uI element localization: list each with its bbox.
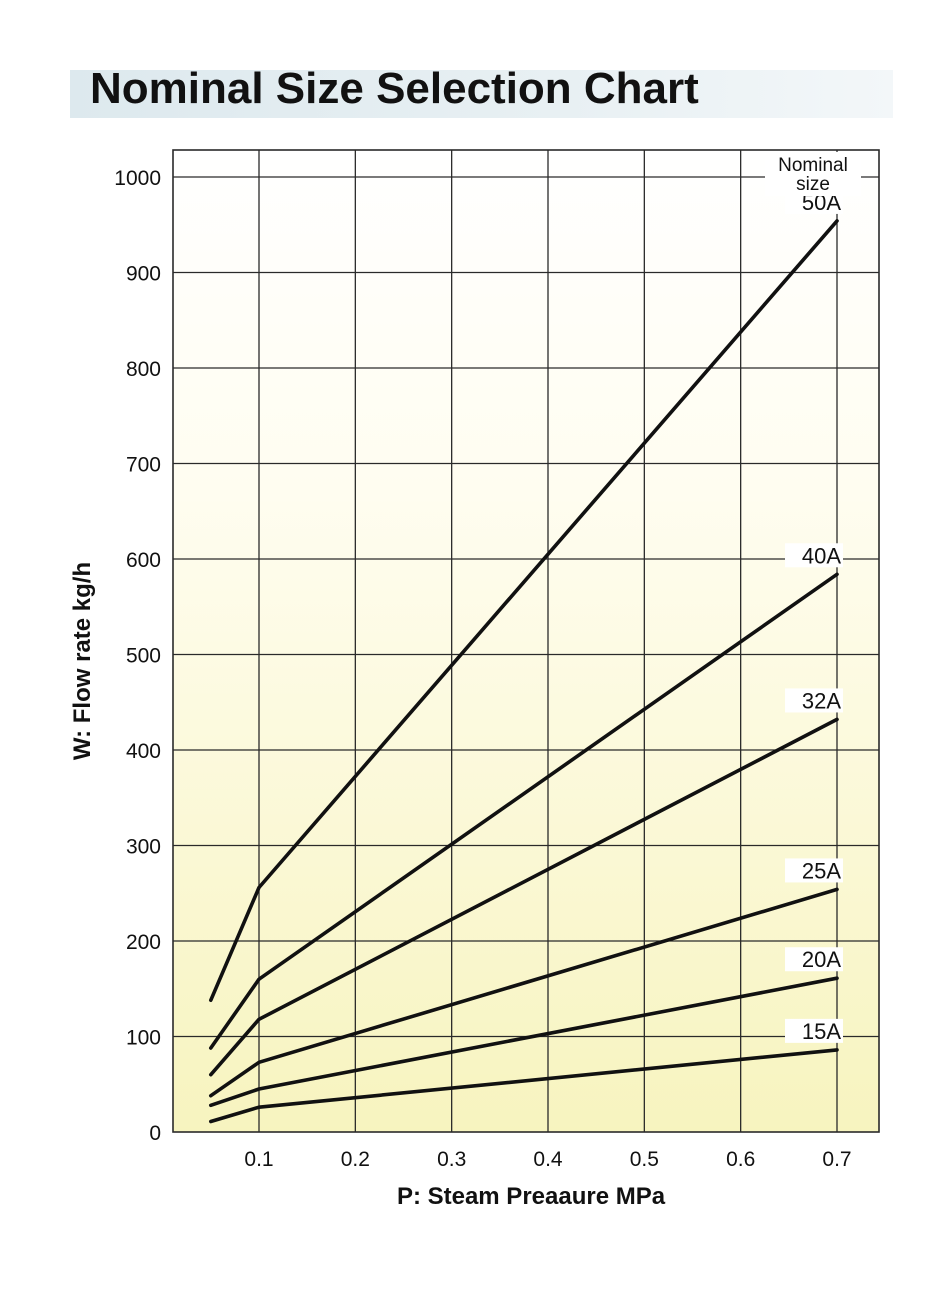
series-line-32A	[209, 717, 839, 1077]
series-lines	[209, 219, 839, 1124]
series-label-backing	[785, 947, 843, 972]
legend-heading-line: size	[796, 174, 830, 195]
legend-heading: Nominal size	[778, 155, 848, 195]
legend-heading-backing	[765, 152, 861, 196]
x-tick-label: 0.6	[726, 1148, 755, 1171]
y-tick-label: 100	[126, 1027, 161, 1050]
series-label-backing	[785, 858, 843, 883]
series-label-backing	[785, 1018, 843, 1043]
series-label-15A: 15A	[802, 1019, 841, 1044]
x-tick-label: 0.5	[630, 1148, 659, 1171]
x-tick-labels: 0.1 0.2 0.3 0.4 0.5 0.6 0.7	[244, 1148, 851, 1171]
series-line-40A	[209, 572, 839, 1050]
vertical-gridlines	[258, 150, 838, 1132]
y-tick-label: 600	[126, 549, 161, 572]
y-tick-label: 0	[149, 1122, 161, 1145]
y-tick-labels: 0 100 200 300 400 500 600 700 800 900 1000	[114, 167, 161, 1145]
y-tick-label: 800	[126, 358, 161, 381]
y-tick-label: 700	[126, 454, 161, 477]
y-tick-label: 400	[126, 740, 161, 763]
x-axis-title: P: Steam Preaaure MPa	[397, 1183, 666, 1210]
y-tick-label: 1000	[114, 167, 161, 190]
series-label-backing	[785, 543, 843, 568]
series-label-backing	[785, 688, 843, 713]
y-axis-title: W: Flow rate kg/h	[69, 562, 96, 760]
series-line-50A	[209, 219, 839, 1003]
series-label-32A: 32A	[802, 688, 841, 713]
plot-area	[172, 149, 880, 1133]
x-tick-label: 0.4	[533, 1148, 563, 1171]
chart-title: Nominal Size Selection Chart	[90, 64, 699, 113]
series-label-25A: 25A	[802, 858, 841, 883]
y-tick-label: 200	[126, 931, 161, 954]
x-tick-label: 0.2	[341, 1148, 370, 1171]
legend-heading-line: Nominal	[778, 155, 848, 176]
title-band	[70, 70, 893, 118]
horizontal-gridlines	[173, 176, 879, 1038]
y-tick-label: 300	[126, 836, 161, 859]
y-tick-label: 500	[126, 645, 161, 668]
series-label-40A: 40A	[802, 543, 841, 568]
series-line-20A	[209, 976, 839, 1108]
series-label-20A: 20A	[802, 947, 841, 972]
y-tick-label: 900	[126, 263, 161, 286]
series-line-15A	[209, 1048, 839, 1124]
series-line-25A	[209, 887, 839, 1098]
x-tick-label: 0.3	[437, 1148, 466, 1171]
x-tick-label: 0.7	[822, 1148, 851, 1171]
x-tick-label: 0.1	[244, 1148, 273, 1171]
